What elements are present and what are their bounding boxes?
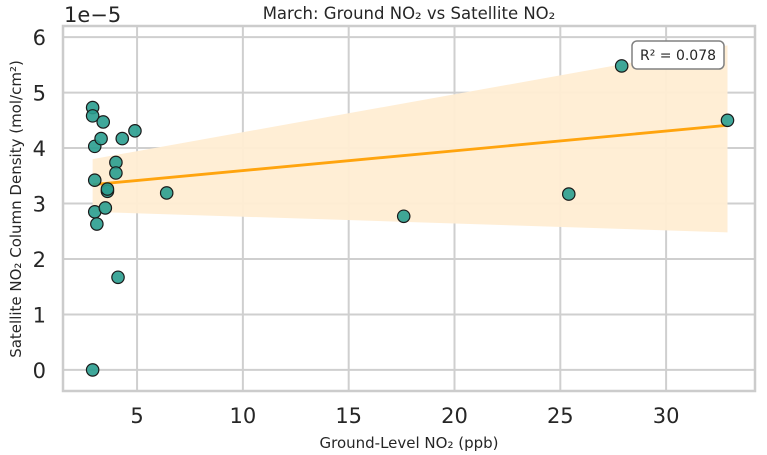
data-point bbox=[720, 113, 735, 128]
regression-line-group bbox=[92, 123, 728, 187]
data-point bbox=[98, 201, 113, 215]
y-tick-labels: 0 1 2 3 4 5 6 bbox=[33, 26, 46, 383]
data-point bbox=[96, 115, 111, 129]
data-point bbox=[85, 363, 100, 377]
data-point bbox=[396, 209, 411, 224]
data-point bbox=[87, 173, 102, 188]
y-axis-label: Satellite NO₂ Column Density (mol/cm²) bbox=[7, 60, 25, 358]
data-point bbox=[111, 270, 125, 285]
data-point bbox=[128, 124, 142, 138]
data-point bbox=[159, 186, 174, 200]
annotation-text: R² = 0.078 bbox=[640, 48, 716, 64]
x-tick-label: 30 bbox=[653, 404, 680, 428]
data-point bbox=[561, 187, 576, 201]
data-point bbox=[94, 131, 108, 146]
data-point bbox=[85, 109, 100, 123]
confidence-band-area bbox=[92, 45, 728, 233]
data-point bbox=[90, 217, 104, 231]
x-tick-label: 5 bbox=[130, 404, 143, 428]
y-tick-label: 5 bbox=[33, 82, 46, 106]
data-point bbox=[100, 182, 115, 196]
chart-title: March: Ground NO₂ vs Satellite NO₂ bbox=[263, 4, 556, 23]
data-point bbox=[115, 131, 130, 146]
x-tick-labels: 5 10 15 20 25 30 bbox=[130, 404, 679, 428]
x-tick-label: 15 bbox=[335, 404, 362, 428]
annotation-box bbox=[631, 40, 725, 70]
r-squared-annotation: R² = 0.078 bbox=[631, 40, 725, 70]
y-tick-label: 3 bbox=[33, 193, 46, 217]
y-tick-label: 0 bbox=[33, 359, 46, 383]
data-point bbox=[109, 166, 123, 180]
x-tick-label: 25 bbox=[547, 404, 574, 428]
x-tick-label: 20 bbox=[441, 404, 468, 428]
y-tick-label: 1 bbox=[33, 303, 46, 327]
plot-frame bbox=[61, 24, 757, 393]
x-axis-label: Ground-Level NO₂ (ppb) bbox=[319, 434, 498, 452]
regression-line bbox=[92, 123, 728, 187]
y-tick-label: 2 bbox=[33, 248, 46, 272]
data-points bbox=[85, 59, 735, 377]
y-offset-label: 1e−5 bbox=[64, 3, 121, 27]
confidence-band bbox=[92, 45, 728, 233]
data-point bbox=[614, 59, 629, 73]
y-tick-label: 6 bbox=[33, 26, 46, 50]
y-tick-label: 4 bbox=[33, 137, 46, 161]
x-tick-label: 10 bbox=[230, 404, 257, 428]
